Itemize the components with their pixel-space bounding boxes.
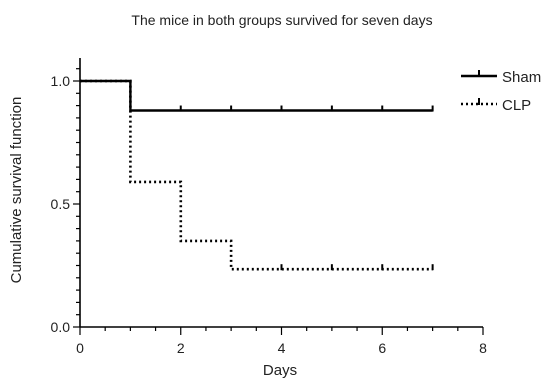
- legend-label-sham: Sham: [502, 69, 541, 86]
- x-tick-label: 4: [278, 340, 286, 356]
- legend: Sham CLP: [461, 69, 541, 114]
- x-axis-label: Days: [263, 362, 297, 379]
- series-line-clp: [80, 79, 433, 271]
- y-axis-label: Cumulative survival function: [8, 97, 25, 284]
- x-tick-label: 2: [177, 340, 185, 356]
- y-tick-label: 1.0: [51, 73, 71, 89]
- legend-label-clp: CLP: [502, 97, 531, 114]
- chart-title: The mice in both groups survived for sev…: [131, 12, 432, 28]
- y-tick-label: 0.0: [51, 319, 71, 335]
- y-tick-label: 0.5: [51, 196, 71, 212]
- axes: 0.0 0.5 1.0 0 2 4 6 8: [51, 58, 487, 356]
- plot-area: [80, 79, 434, 271]
- series-line-sham: [80, 79, 433, 112]
- x-tick-label: 6: [378, 340, 386, 356]
- x-tick-label: 8: [479, 340, 487, 356]
- x-tick-label: 0: [76, 340, 84, 356]
